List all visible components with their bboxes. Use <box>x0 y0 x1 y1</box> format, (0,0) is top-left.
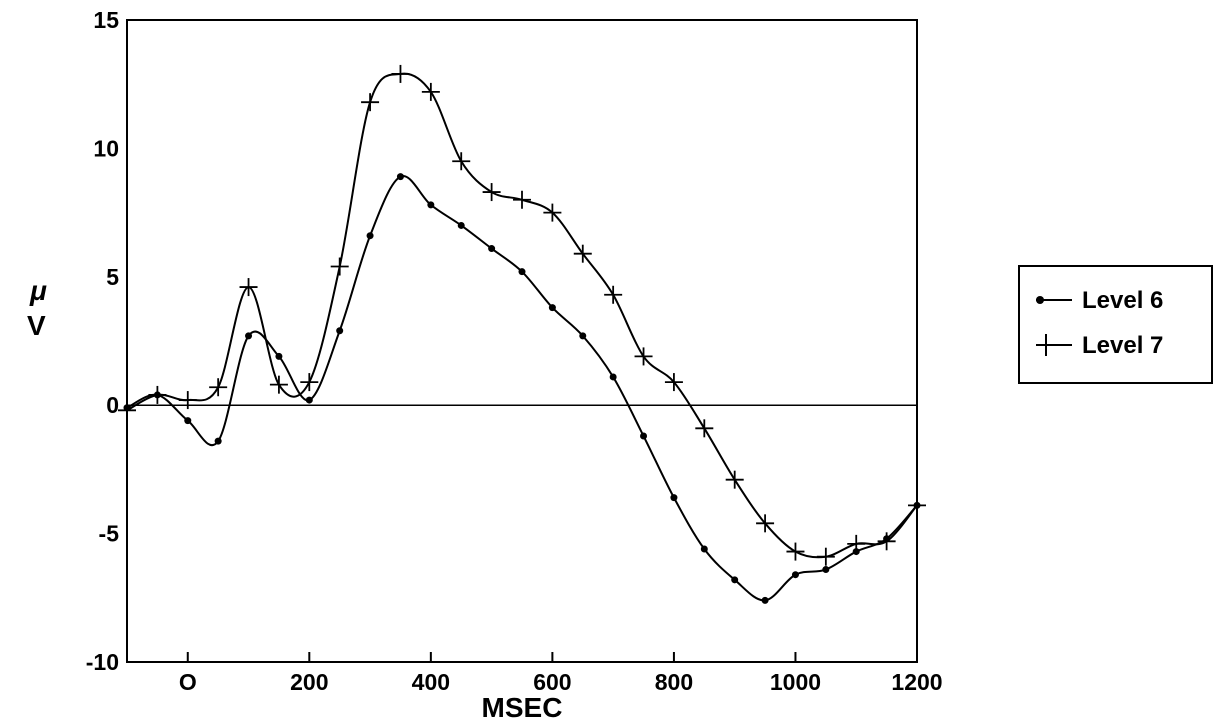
data-point-level-6 <box>700 545 708 553</box>
x-tick-label: 1200 <box>891 669 942 695</box>
data-point-level-6 <box>518 268 526 276</box>
x-axis: O 200 400 600 800 1000 1200 <box>179 652 943 695</box>
y-tick-label: 10 <box>93 135 119 161</box>
series-line-level-6 <box>126 175 918 602</box>
data-point-level-7 <box>482 183 501 202</box>
data-point-level-6 <box>245 332 253 340</box>
data-point-level-6 <box>336 327 344 335</box>
x-tick-label: 200 <box>290 669 328 695</box>
data-point-level-7 <box>573 244 592 263</box>
data-point-level-6 <box>731 576 739 584</box>
y-axis-title-unit: V <box>27 310 46 341</box>
data-point-level-7 <box>756 514 775 533</box>
data-point-level-6 <box>366 232 374 240</box>
legend-item-level-7: Level 7 <box>1036 332 1163 359</box>
x-tick-label: 1000 <box>770 669 821 695</box>
x-axis-title: MSEC <box>482 692 563 723</box>
data-point-level-6 <box>548 304 556 312</box>
series-line-level-7 <box>126 72 918 559</box>
data-point-level-6 <box>822 566 830 574</box>
data-point-level-7 <box>634 347 653 366</box>
x-tick-label: 800 <box>655 669 693 695</box>
data-point-level-7 <box>604 285 623 304</box>
data-point-level-7 <box>300 373 319 392</box>
data-point-level-6 <box>305 396 313 404</box>
data-point-level-7 <box>513 190 531 209</box>
data-point-level-7 <box>695 419 714 438</box>
data-point-level-7 <box>239 278 258 297</box>
legend-box <box>1018 265 1213 384</box>
legend-marker-dot <box>1036 296 1044 304</box>
data-point-level-6 <box>791 571 799 579</box>
data-point-level-6 <box>427 201 435 209</box>
legend-label-level-6: Level 6 <box>1082 287 1163 314</box>
series-layer <box>118 64 926 604</box>
data-point-level-6 <box>457 221 465 229</box>
data-point-level-7 <box>148 385 167 404</box>
data-point-level-7 <box>330 257 349 276</box>
y-tick-label: -10 <box>86 649 119 675</box>
y-tick-label: -5 <box>99 521 120 547</box>
plot-frame <box>126 19 918 663</box>
data-point-level-7 <box>816 547 835 566</box>
data-point-level-6 <box>670 494 678 502</box>
data-point-level-7 <box>269 375 288 394</box>
data-point-level-7 <box>391 64 410 83</box>
data-point-level-6 <box>214 437 222 445</box>
data-point-level-6 <box>640 432 648 440</box>
data-point-level-7 <box>847 534 866 553</box>
y-tick-label: 5 <box>106 264 119 290</box>
data-point-level-7 <box>543 203 562 222</box>
legend: Level 6 Level 7 <box>1018 265 1213 384</box>
legend-label-level-7: Level 7 <box>1082 332 1163 359</box>
y-tick-label: 0 <box>106 392 119 418</box>
data-point-level-7 <box>118 401 136 420</box>
series-level-7 <box>118 64 926 566</box>
y-tick-label: 15 <box>93 7 119 33</box>
data-point-level-6 <box>488 245 496 253</box>
data-point-level-7 <box>664 373 683 392</box>
data-point-level-7 <box>361 93 380 112</box>
data-point-level-7 <box>209 378 228 397</box>
data-point-level-7 <box>178 391 197 410</box>
data-point-level-7 <box>908 496 926 515</box>
data-point-level-6 <box>275 352 283 360</box>
data-point-level-7 <box>725 470 744 489</box>
series-level-6 <box>123 173 921 604</box>
data-point-level-7 <box>452 152 471 171</box>
data-point-level-7 <box>877 532 896 551</box>
data-point-level-7 <box>421 82 440 101</box>
data-point-level-6 <box>184 417 192 425</box>
x-tick-label: O <box>179 669 197 695</box>
legend-item-level-6: Level 6 <box>1036 287 1163 314</box>
x-tick-label: 400 <box>412 669 450 695</box>
data-point-level-6 <box>609 373 617 381</box>
data-point-level-6 <box>579 332 587 340</box>
x-tick-label: 600 <box>533 669 571 695</box>
data-point-level-7 <box>786 542 805 561</box>
y-axis-title-symbol: μ <box>29 275 47 306</box>
data-point-level-6 <box>761 596 769 604</box>
data-point-level-6 <box>396 173 404 181</box>
y-axis: -10 -5 0 5 10 15 <box>86 7 119 675</box>
